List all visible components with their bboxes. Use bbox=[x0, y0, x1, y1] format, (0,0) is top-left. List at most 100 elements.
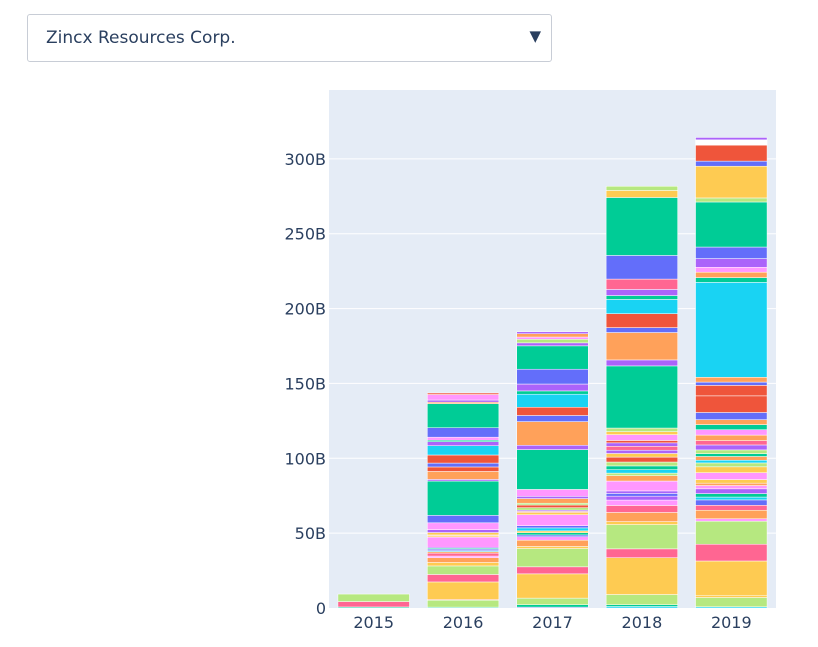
bar-segment[interactable] bbox=[605, 332, 678, 361]
bar-segment[interactable] bbox=[427, 394, 500, 401]
bar-segment[interactable] bbox=[427, 471, 500, 480]
bar-segment[interactable] bbox=[605, 186, 678, 191]
bar-segment[interactable] bbox=[695, 381, 768, 386]
bar-segment[interactable] bbox=[695, 385, 768, 397]
bar-segment[interactable] bbox=[695, 395, 768, 413]
bar-segment[interactable] bbox=[427, 557, 500, 563]
bar-segment[interactable] bbox=[695, 201, 768, 248]
bar-segment[interactable] bbox=[695, 453, 768, 457]
bar-segment[interactable] bbox=[516, 604, 589, 608]
bar-segment[interactable] bbox=[695, 518, 768, 522]
bar-segment[interactable] bbox=[516, 530, 589, 533]
bar-segment[interactable] bbox=[516, 390, 589, 395]
bar-segment[interactable] bbox=[516, 504, 589, 508]
bar-segment[interactable] bbox=[695, 271, 768, 278]
bar-segment[interactable] bbox=[516, 498, 589, 504]
bar-segment[interactable] bbox=[427, 392, 500, 395]
bar-segment[interactable] bbox=[695, 459, 768, 464]
bar-segment[interactable] bbox=[695, 139, 768, 146]
bar-segment[interactable] bbox=[605, 499, 678, 506]
bar-segment[interactable] bbox=[516, 368, 589, 385]
bar-segment[interactable] bbox=[605, 359, 678, 367]
bar-segment[interactable] bbox=[516, 383, 589, 392]
bar-segment[interactable] bbox=[516, 539, 589, 547]
bar-segment[interactable] bbox=[605, 505, 678, 513]
bar-segment[interactable] bbox=[695, 560, 768, 596]
bar-segment[interactable] bbox=[427, 529, 500, 533]
bar-segment[interactable] bbox=[605, 313, 678, 328]
bar-segment[interactable] bbox=[695, 412, 768, 420]
bar-segment[interactable] bbox=[516, 415, 589, 422]
bar-segment[interactable] bbox=[427, 536, 500, 548]
bar-segment[interactable] bbox=[695, 499, 768, 506]
bar-segment[interactable] bbox=[695, 505, 768, 511]
bar-segment[interactable] bbox=[427, 562, 500, 567]
bar-segment[interactable] bbox=[427, 445, 500, 456]
bar-segment[interactable] bbox=[695, 493, 768, 498]
bar-segment[interactable] bbox=[516, 449, 589, 490]
bar-segment[interactable] bbox=[605, 327, 678, 333]
bar-segment[interactable] bbox=[605, 289, 678, 296]
bar-segment[interactable] bbox=[695, 137, 768, 141]
bar-segment[interactable] bbox=[516, 546, 589, 549]
bar-segment[interactable] bbox=[427, 454, 500, 464]
bar-segment[interactable] bbox=[695, 456, 768, 461]
bar-segment[interactable] bbox=[516, 333, 589, 338]
bar-segment[interactable] bbox=[605, 512, 678, 522]
bar-segment[interactable] bbox=[605, 446, 678, 451]
bar-segment[interactable] bbox=[605, 548, 678, 558]
bar-segment[interactable] bbox=[516, 536, 589, 541]
bar-segment[interactable] bbox=[337, 593, 410, 602]
bar-segment[interactable] bbox=[695, 246, 768, 259]
bar-segment[interactable] bbox=[605, 299, 678, 314]
bar-segment[interactable] bbox=[695, 449, 768, 454]
bar-segment[interactable] bbox=[516, 534, 589, 537]
bar-segment[interactable] bbox=[695, 462, 768, 468]
bar-segment[interactable] bbox=[516, 445, 589, 450]
bar-segment[interactable] bbox=[605, 495, 678, 501]
bar-segment[interactable] bbox=[516, 514, 589, 526]
bar-segment[interactable] bbox=[516, 597, 589, 605]
bar-segment[interactable] bbox=[695, 496, 768, 501]
bar-segment[interactable] bbox=[516, 566, 589, 575]
bar-segment[interactable] bbox=[427, 532, 500, 536]
bar-segment[interactable] bbox=[695, 429, 768, 436]
bar-segment[interactable] bbox=[695, 479, 768, 484]
bar-segment[interactable] bbox=[516, 342, 589, 347]
bar-segment[interactable] bbox=[427, 522, 500, 530]
bar-segment[interactable] bbox=[427, 552, 500, 557]
bar-segment[interactable] bbox=[695, 520, 768, 545]
bar-segment[interactable] bbox=[427, 480, 500, 516]
bar-segment[interactable] bbox=[695, 466, 768, 473]
bar-segment[interactable] bbox=[605, 190, 678, 198]
bar-segment[interactable] bbox=[605, 295, 678, 300]
bar-segment[interactable] bbox=[605, 469, 678, 474]
bar-segment[interactable] bbox=[695, 482, 768, 486]
bar-segment[interactable] bbox=[516, 507, 589, 511]
bar-segment[interactable] bbox=[427, 581, 500, 600]
bar-segment[interactable] bbox=[695, 543, 768, 562]
bar-segment[interactable] bbox=[605, 465, 678, 470]
bar-segment[interactable] bbox=[516, 527, 589, 532]
bar-segment[interactable] bbox=[605, 604, 678, 607]
bar-segment[interactable] bbox=[695, 595, 768, 598]
bar-segment[interactable] bbox=[605, 493, 678, 497]
bar-segment[interactable] bbox=[427, 427, 500, 438]
bar-segment[interactable] bbox=[605, 449, 678, 454]
bar-segment[interactable] bbox=[695, 197, 768, 203]
bar-segment[interactable] bbox=[605, 255, 678, 280]
bar-segment[interactable] bbox=[605, 472, 678, 476]
bar-segment[interactable] bbox=[516, 502, 589, 506]
bar-segment[interactable] bbox=[695, 419, 768, 425]
bar-segment[interactable] bbox=[695, 444, 768, 451]
bar-segment[interactable] bbox=[516, 336, 589, 340]
bar-segment[interactable] bbox=[427, 515, 500, 524]
bar-segment[interactable] bbox=[695, 485, 768, 490]
bar-segment[interactable] bbox=[695, 440, 768, 446]
bar-segment[interactable] bbox=[605, 557, 678, 595]
bar-segment[interactable] bbox=[427, 436, 500, 441]
bar-segment[interactable] bbox=[516, 548, 589, 568]
bar-segment[interactable] bbox=[427, 466, 500, 472]
bar-segment[interactable] bbox=[427, 565, 500, 575]
bar-segment[interactable] bbox=[605, 440, 678, 444]
